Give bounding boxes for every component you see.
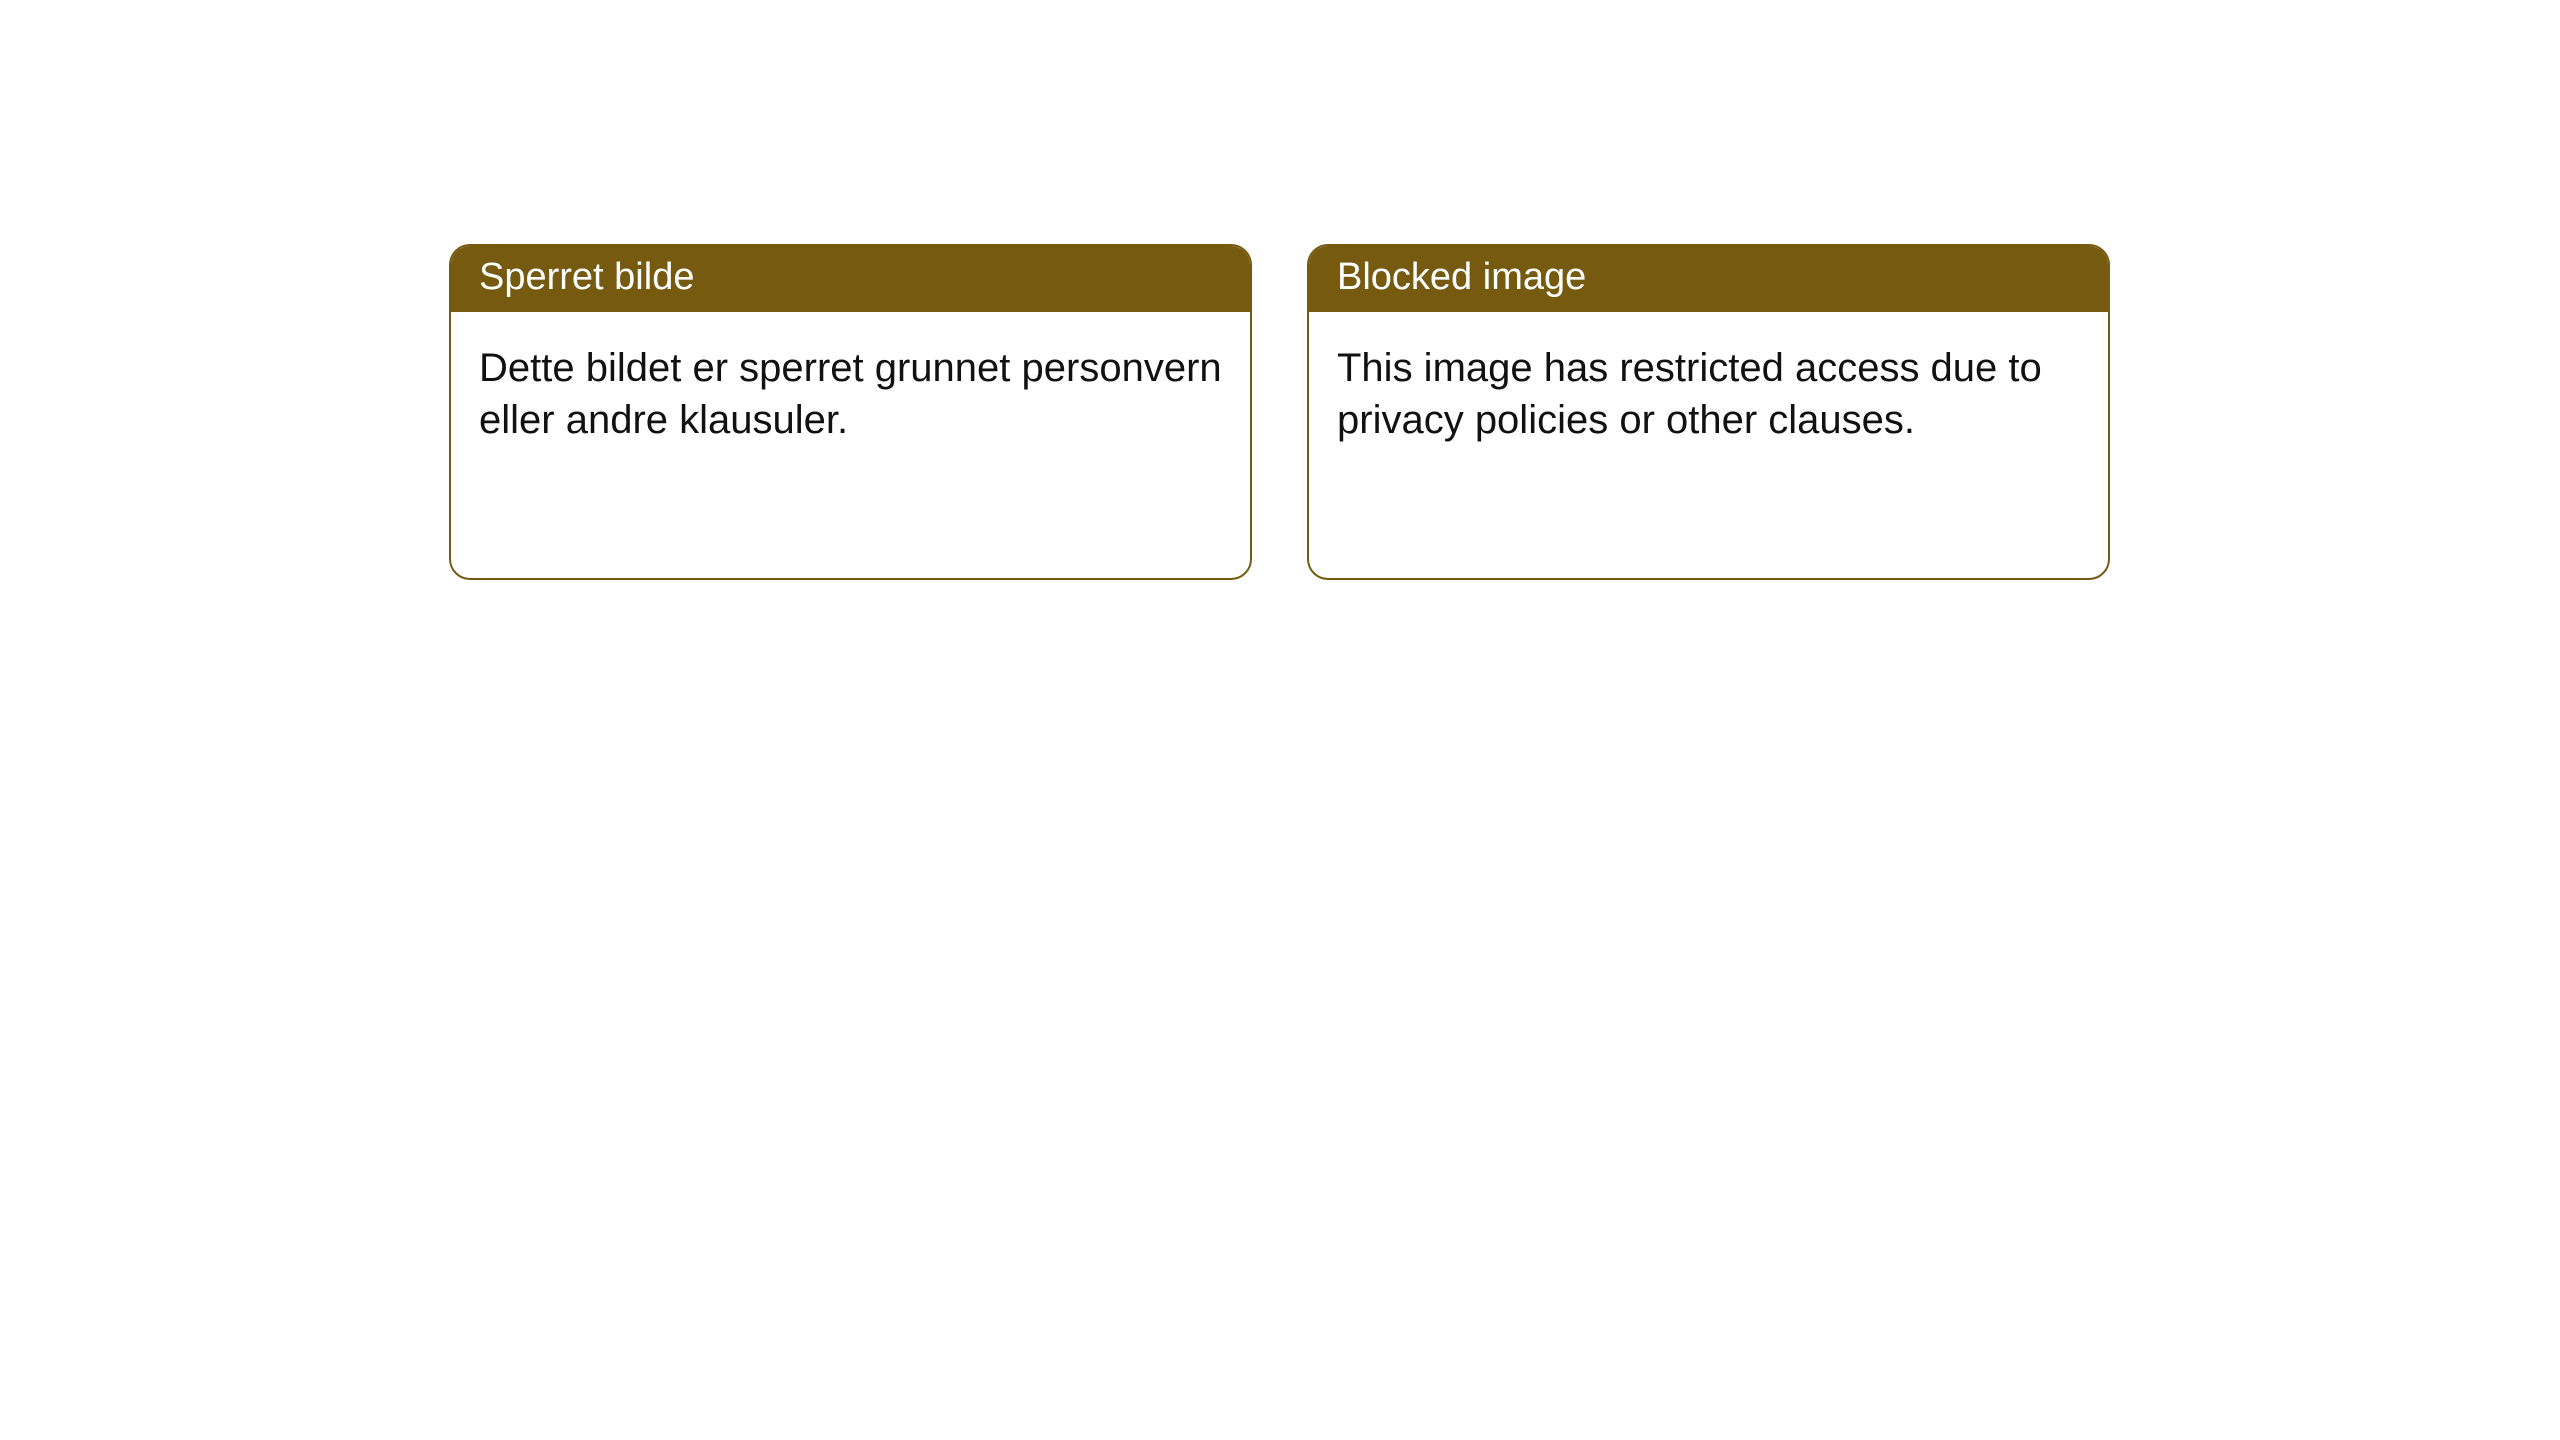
notice-card-title: Blocked image	[1309, 246, 2108, 312]
notice-card-no: Sperret bilde Dette bildet er sperret gr…	[449, 244, 1252, 580]
notice-card-body: This image has restricted access due to …	[1309, 312, 2108, 476]
notice-card-title: Sperret bilde	[451, 246, 1250, 312]
notice-card-en: Blocked image This image has restricted …	[1307, 244, 2110, 580]
notice-card-body: Dette bildet er sperret grunnet personve…	[451, 312, 1250, 476]
notice-cards-row: Sperret bilde Dette bildet er sperret gr…	[449, 244, 2110, 580]
